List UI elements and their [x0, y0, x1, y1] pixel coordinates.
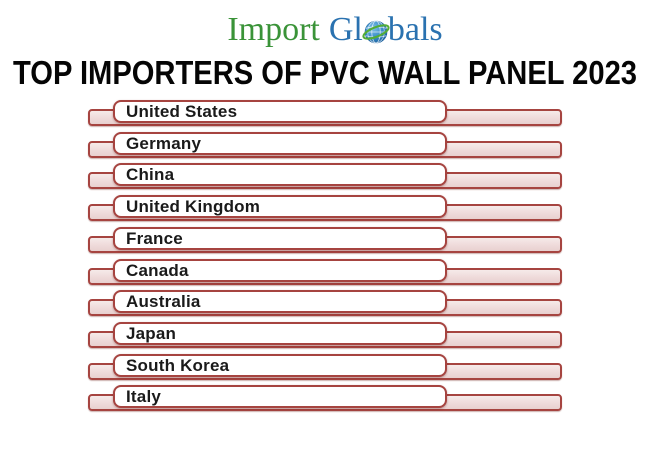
logo-word-bals: bals [387, 11, 443, 48]
bar-row-9: South Korea [0, 354, 650, 384]
bar-row-1: United States [0, 100, 650, 130]
logo: Import Gl bals [10, 9, 650, 51]
page-title: TOP IMPORTERS OF PVC WALL PANEL 2023 [13, 56, 637, 91]
globe-icon [362, 20, 390, 44]
bar-row-4: United Kingdom [0, 195, 650, 225]
country-label-box: United States [113, 100, 447, 123]
logo-word-import: Import [227, 11, 320, 48]
country-label: China [126, 164, 175, 184]
country-label-box: China [113, 163, 447, 186]
country-label-box: South Korea [113, 354, 447, 377]
country-label: South Korea [126, 355, 230, 375]
country-label-box: United Kingdom [113, 195, 447, 218]
country-label: United States [126, 101, 238, 121]
country-label: Canada [126, 260, 189, 280]
country-label-box: France [113, 227, 447, 250]
bar-row-2: Germany [0, 132, 650, 162]
country-label: Germany [126, 133, 202, 153]
bar-row-10: Italy [0, 385, 650, 415]
country-label: France [126, 228, 183, 248]
country-label: Australia [126, 291, 201, 311]
country-label-box: Germany [113, 132, 447, 155]
page-title-text: TOP IMPORTERS OF PVC WALL PANEL 2023 [13, 56, 637, 91]
bar-row-6: Canada [0, 259, 650, 289]
country-label-box: Australia [113, 290, 447, 313]
bar-row-5: France [0, 227, 650, 257]
bar-row-8: Japan [0, 322, 650, 352]
country-label-box: Canada [113, 259, 447, 282]
country-label-box: Japan [113, 322, 447, 345]
bar-row-7: Australia [0, 290, 650, 320]
bar-row-3: China [0, 163, 650, 193]
country-label: United Kingdom [126, 196, 261, 216]
country-label-box: Italy [113, 385, 447, 408]
country-label: Italy [126, 386, 162, 406]
logo-word-gl: Gl [328, 11, 363, 48]
country-label: Japan [126, 323, 177, 343]
